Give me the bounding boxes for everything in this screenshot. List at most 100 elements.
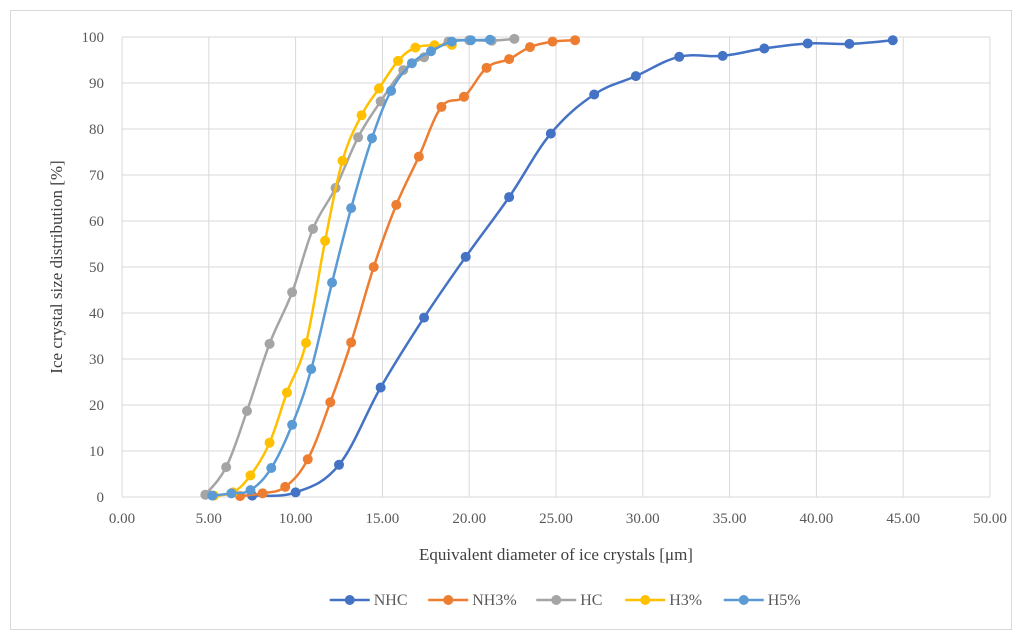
data-point-h5pct — [207, 490, 218, 501]
x-tick-label: 30.00 — [626, 511, 660, 527]
data-point-hc — [264, 338, 275, 349]
series-nhc — [247, 35, 898, 501]
data-point-h5pct — [406, 58, 417, 69]
legend-item-nhc: NHC — [329, 592, 408, 609]
legend-label: NH3% — [472, 592, 516, 609]
legend-swatch-marker — [344, 595, 355, 605]
data-point-nh3pct — [547, 36, 558, 47]
data-point-hc — [398, 65, 409, 76]
legend-item-h5pct: H5% — [723, 592, 801, 609]
series-nh3pct — [235, 35, 581, 502]
series-line-nhc — [252, 38, 893, 498]
data-point-nhc — [290, 487, 301, 498]
data-point-h5pct — [446, 36, 457, 47]
x-tick-label: 45.00 — [886, 511, 920, 527]
data-point-nh3pct — [280, 481, 291, 492]
gridlines — [121, 36, 991, 498]
data-point-nh3pct — [302, 454, 313, 465]
series-h5pct — [207, 34, 496, 501]
x-tick-label: 15.00 — [366, 511, 400, 527]
data-point-h5pct — [327, 277, 338, 288]
data-point-nh3pct — [413, 151, 424, 162]
y-tick-label: 20 — [89, 398, 104, 414]
data-point-nh3pct — [570, 35, 581, 46]
data-point-nhc — [419, 312, 430, 323]
x-tick-label: 0.00 — [109, 511, 135, 527]
data-point-nh3pct — [257, 488, 268, 499]
data-point-h5pct — [465, 35, 476, 46]
legend: NHC NH3% HC H3% H5% — [329, 592, 801, 609]
data-point-hc — [287, 287, 298, 298]
legend-swatch-marker — [443, 595, 454, 605]
data-point-h3pct — [301, 337, 312, 348]
data-point-hc — [509, 33, 520, 44]
data-point-nhc — [630, 71, 641, 82]
data-point-nhc — [589, 89, 600, 100]
data-point-nh3pct — [458, 91, 469, 102]
legend-item-hc: HC — [536, 592, 602, 609]
y-tick-label: 100 — [82, 30, 105, 46]
data-point-h3pct — [410, 42, 421, 53]
data-point-hc — [353, 132, 364, 143]
data-point-hc — [221, 462, 232, 473]
data-point-h3pct — [337, 155, 348, 166]
data-point-nh3pct — [391, 199, 402, 210]
data-point-h3pct — [373, 83, 384, 94]
series-h3pct — [209, 39, 457, 501]
data-point-h3pct — [393, 55, 404, 66]
data-point-nhc — [674, 51, 685, 62]
data-point-h5pct — [245, 485, 256, 496]
data-point-nh3pct — [504, 54, 515, 65]
data-point-h5pct — [485, 34, 496, 45]
y-tick-label: 40 — [89, 306, 104, 322]
data-point-nh3pct — [346, 337, 357, 348]
data-point-nhc — [460, 251, 471, 262]
y-tick-label: 0 — [97, 490, 105, 506]
data-point-h3pct — [245, 470, 256, 481]
x-tick-label: 10.00 — [279, 511, 313, 527]
data-point-nh3pct — [368, 262, 379, 272]
data-point-nhc — [375, 382, 386, 393]
data-point-h5pct — [287, 419, 298, 430]
data-point-h5pct — [386, 85, 397, 96]
y-tick-label: 10 — [89, 444, 104, 460]
data-point-h5pct — [346, 203, 357, 214]
data-point-h5pct — [306, 364, 317, 375]
tick-labels: 0.00 5.00 10.00 15.00 20.00 25.00 30.00 35.00 40… — [82, 30, 1007, 527]
x-tick-label: 50.00 — [973, 511, 1007, 527]
x-axis-title: Equivalent diameter of ice crystals [μm] — [419, 545, 693, 564]
data-point-nhc — [759, 43, 770, 54]
legend-label: H3% — [669, 592, 702, 609]
y-axis-title: Ice crystal size distribution [%] — [47, 160, 66, 373]
data-point-nh3pct — [325, 397, 336, 408]
y-tick-label: 90 — [89, 76, 104, 92]
data-point-h3pct — [281, 387, 292, 398]
legend-swatch-marker — [640, 595, 651, 605]
x-tick-label: 35.00 — [713, 511, 747, 527]
data-point-h3pct — [356, 110, 367, 121]
data-point-nhc — [717, 50, 728, 61]
series-line-h3pct — [213, 43, 452, 497]
chart-frame — [10, 10, 1012, 630]
data-point-nhc — [334, 459, 344, 470]
data-point-h5pct — [426, 46, 437, 57]
data-point-hc — [375, 96, 386, 107]
legend-label: NHC — [374, 592, 408, 609]
data-point-h5pct — [226, 488, 237, 499]
data-point-nhc — [545, 128, 556, 139]
y-tick-label: 70 — [89, 168, 104, 184]
x-tick-label: 40.00 — [800, 511, 834, 527]
series-line-h5pct — [212, 38, 491, 497]
legend-item-nh3pct: NH3% — [428, 592, 517, 609]
series-line-nh3pct — [239, 38, 576, 498]
series-layer — [200, 33, 898, 502]
x-tick-label: 25.00 — [539, 511, 573, 527]
legend-label: HC — [580, 592, 602, 609]
data-point-h3pct — [320, 235, 331, 246]
data-point-nhc — [504, 192, 515, 203]
data-point-hc — [307, 223, 318, 234]
x-tick-label: 20.00 — [452, 511, 486, 527]
x-tick-label: 5.00 — [196, 511, 222, 527]
data-point-nh3pct — [436, 101, 447, 112]
